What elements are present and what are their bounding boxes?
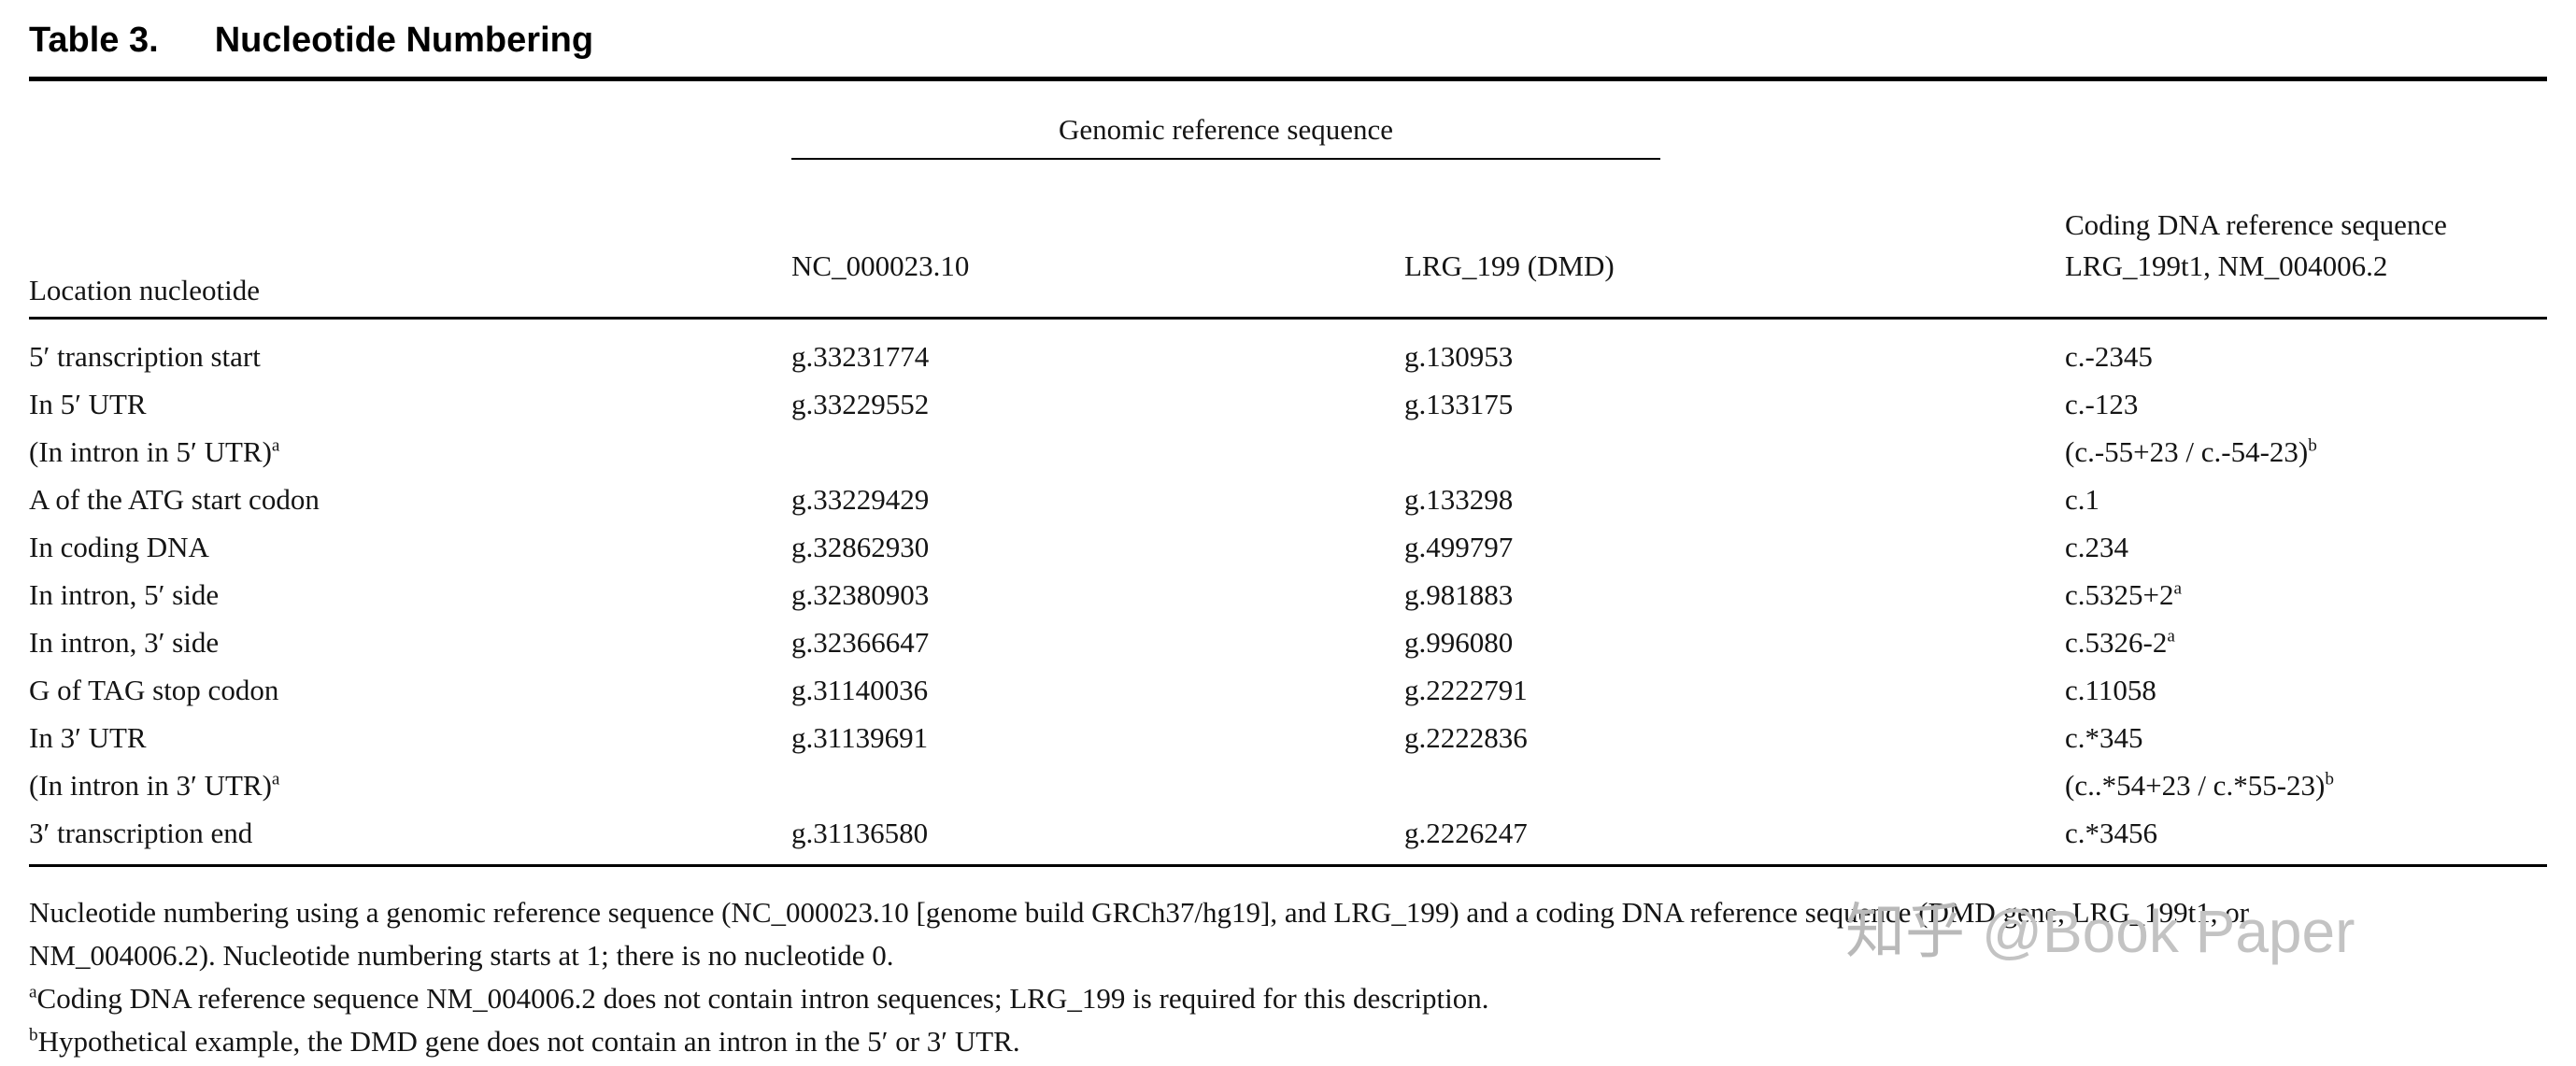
table-row: In intron, 5′ side g.32380903 g.981883 c… [29, 571, 2547, 618]
footnote-b-marker: b [29, 1025, 38, 1045]
footnote-a-marker: a [29, 982, 37, 1002]
cell-location: In 3′ UTR [29, 721, 147, 754]
table-row: (In intron in 3′ UTR)a (c..*54+23 / c.*5… [29, 761, 2547, 809]
cell-location: 5′ transcription start [29, 340, 261, 373]
cell-nc [791, 428, 1404, 476]
footnote-general: Nucleotide numbering using a genomic ref… [29, 896, 2250, 972]
column-header-coding-line1: Coding DNA reference sequence [2065, 208, 2447, 241]
footnote-a: aCoding DNA reference sequence NM_004006… [29, 977, 2547, 1020]
column-header-coding: Coding DNA reference sequence LRG_199t1,… [2065, 160, 2547, 320]
footnote-b: bHypothetical example, the DMD gene does… [29, 1020, 2547, 1063]
cell-location: 3′ transcription end [29, 809, 791, 867]
table-row: In intron, 3′ side g.32366647 g.996080 c… [29, 618, 2547, 666]
footnote-a-text: Coding DNA reference sequence NM_004006.… [36, 982, 1489, 1015]
cell-nc: g.33229552 [791, 388, 930, 420]
cell-coding: c.234 [2065, 531, 2129, 563]
cell-location: (In intron in 5′ UTR)a [29, 435, 280, 468]
spanner-spacer-right [2065, 81, 2547, 160]
title-rule [29, 77, 2547, 81]
cell-nc: g.31139691 [791, 721, 929, 754]
cell-coding: c.5326-2a [2065, 626, 2175, 659]
spanner-spacer-left [29, 81, 791, 160]
cell-coding: c.5325+2a [2065, 578, 2183, 611]
cell-lrg: g.996080 [1404, 626, 1514, 659]
table-row: 3′ transcription end g.31136580 g.222624… [29, 809, 2547, 867]
cell-location: In coding DNA [29, 531, 209, 563]
column-header-lrg: LRG_199 (DMD) [1404, 160, 2065, 320]
cell-nc: g.31136580 [791, 809, 1404, 867]
cell-lrg: g.133175 [1404, 388, 1514, 420]
cell-nc: g.32366647 [791, 626, 930, 659]
cell-lrg: g.2222836 [1404, 721, 1528, 754]
column-header-row: Location nucleotide NC_000023.10 LRG_199… [29, 160, 2547, 320]
cell-nc [791, 761, 1404, 809]
cell-location: (In intron in 3′ UTR)a [29, 769, 280, 802]
cell-location: G of TAG stop codon [29, 674, 279, 706]
table-row: In 5′ UTR g.33229552 g.133175 c.-123 [29, 380, 2547, 428]
table-row: 5′ transcription start g.33231774 g.1309… [29, 319, 2547, 381]
cell-lrg: g.130953 [1404, 340, 1514, 373]
column-header-coding-line2: LRG_199t1, NM_004006.2 [2065, 249, 2388, 282]
table-title: Table 3. Nucleotide Numbering [29, 13, 2547, 77]
cell-nc: g.32862930 [791, 531, 930, 563]
cell-location: In 5′ UTR [29, 388, 147, 420]
cell-coding: c.*3456 [2065, 809, 2547, 867]
footnote-b-text: Hypothetical example, the DMD gene does … [37, 1025, 1020, 1058]
cell-coding: (c.-55+23 / c.-54-23)b [2065, 435, 2317, 468]
table-row: In 3′ UTR g.31139691 g.2222836 c.*345 [29, 714, 2547, 761]
column-header-location: Location nucleotide [29, 160, 791, 320]
cell-nc: g.33231774 [791, 340, 930, 373]
spanner-cell: Genomic reference sequence [791, 81, 2065, 160]
cell-lrg: g.133298 [1404, 483, 1514, 516]
cell-lrg: g.981883 [1404, 578, 1514, 611]
cell-coding: (c..*54+23 / c.*55-23)b [2065, 769, 2334, 802]
cell-coding: c.1 [2065, 483, 2100, 516]
table-head: Genomic reference sequence Location nucl… [29, 81, 2547, 320]
table-row: A of the ATG start codon g.33229429 g.13… [29, 476, 2547, 523]
cell-coding: c.11058 [2065, 674, 2156, 706]
nucleotide-numbering-table: Genomic reference sequence Location nucl… [29, 81, 2547, 867]
cell-nc: g.33229429 [791, 483, 930, 516]
table-row: In coding DNA g.32862930 g.499797 c.234 [29, 523, 2547, 571]
cell-nc: g.31140036 [791, 674, 929, 706]
table-body: 5′ transcription start g.33231774 g.1309… [29, 319, 2547, 867]
cell-nc: g.32380903 [791, 578, 930, 611]
cell-lrg: g.2222791 [1404, 674, 1528, 706]
cell-coding: c.-2345 [2065, 340, 2153, 373]
cell-lrg [1404, 428, 2065, 476]
cell-lrg: g.2226247 [1404, 809, 2065, 867]
cell-location: In intron, 3′ side [29, 626, 220, 659]
cell-coding: c.*345 [2065, 721, 2143, 754]
cell-location: A of the ATG start codon [29, 483, 320, 516]
cell-location: In intron, 5′ side [29, 578, 220, 611]
spanner-row: Genomic reference sequence [29, 81, 2547, 160]
table-row: (In intron in 5′ UTR)a (c.-55+23 / c.-54… [29, 428, 2547, 476]
table-row: G of TAG stop codon g.31140036 g.2222791… [29, 666, 2547, 714]
cell-lrg: g.499797 [1404, 531, 1514, 563]
table-title-text: Nucleotide Numbering [214, 21, 594, 60]
column-header-nc: NC_000023.10 [791, 160, 1404, 320]
table-footnotes: Nucleotide numbering using a genomic ref… [29, 891, 2547, 1063]
table-title-label: Table 3. [29, 21, 159, 60]
cell-coding: c.-123 [2065, 388, 2139, 420]
genomic-spanner-heading: Genomic reference sequence [791, 81, 1660, 160]
cell-lrg [1404, 761, 2065, 809]
